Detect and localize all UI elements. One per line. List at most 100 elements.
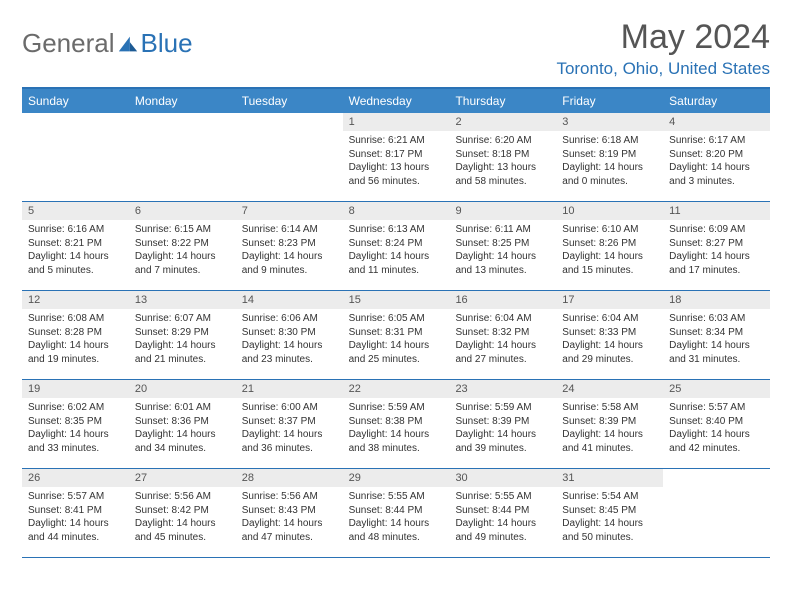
calendar-week-row: 1Sunrise: 6:21 AMSunset: 8:17 PMDaylight… — [22, 113, 770, 202]
daylight-text: Daylight: 14 hours and 34 minutes. — [135, 428, 230, 455]
day-info: Sunrise: 6:13 AMSunset: 8:24 PMDaylight:… — [343, 220, 450, 283]
day-number: 26 — [22, 469, 129, 487]
daylight-text: Daylight: 14 hours and 41 minutes. — [562, 428, 657, 455]
calendar-day-cell: 3Sunrise: 6:18 AMSunset: 8:19 PMDaylight… — [556, 113, 663, 201]
calendar-day-cell: 15Sunrise: 6:05 AMSunset: 8:31 PMDayligh… — [343, 291, 450, 379]
sunset-text: Sunset: 8:44 PM — [455, 504, 550, 518]
sunrise-text: Sunrise: 6:17 AM — [669, 134, 764, 148]
sunrise-text: Sunrise: 6:11 AM — [455, 223, 550, 237]
day-number: 19 — [22, 380, 129, 398]
day-info: Sunrise: 6:18 AMSunset: 8:19 PMDaylight:… — [556, 131, 663, 194]
daylight-text: Daylight: 14 hours and 31 minutes. — [669, 339, 764, 366]
sunrise-text: Sunrise: 5:55 AM — [349, 490, 444, 504]
daylight-text: Daylight: 14 hours and 49 minutes. — [455, 517, 550, 544]
day-info: Sunrise: 5:57 AMSunset: 8:40 PMDaylight:… — [663, 398, 770, 461]
daylight-text: Daylight: 14 hours and 47 minutes. — [242, 517, 337, 544]
sunset-text: Sunset: 8:35 PM — [28, 415, 123, 429]
day-info: Sunrise: 5:59 AMSunset: 8:39 PMDaylight:… — [449, 398, 556, 461]
daylight-text: Daylight: 14 hours and 27 minutes. — [455, 339, 550, 366]
day-info: Sunrise: 5:55 AMSunset: 8:44 PMDaylight:… — [343, 487, 450, 550]
day-info: Sunrise: 6:16 AMSunset: 8:21 PMDaylight:… — [22, 220, 129, 283]
sunrise-text: Sunrise: 5:56 AM — [135, 490, 230, 504]
dayname-wed: Wednesday — [343, 89, 450, 113]
calendar-day-cell: 4Sunrise: 6:17 AMSunset: 8:20 PMDaylight… — [663, 113, 770, 201]
day-number: 15 — [343, 291, 450, 309]
calendar-day-cell: 7Sunrise: 6:14 AMSunset: 8:23 PMDaylight… — [236, 202, 343, 290]
day-info: Sunrise: 6:05 AMSunset: 8:31 PMDaylight:… — [343, 309, 450, 372]
day-number: 2 — [449, 113, 556, 131]
day-info: Sunrise: 5:57 AMSunset: 8:41 PMDaylight:… — [22, 487, 129, 550]
calendar-day-cell: 2Sunrise: 6:20 AMSunset: 8:18 PMDaylight… — [449, 113, 556, 201]
daylight-text: Daylight: 14 hours and 36 minutes. — [242, 428, 337, 455]
day-number: 5 — [22, 202, 129, 220]
sunrise-text: Sunrise: 6:14 AM — [242, 223, 337, 237]
calendar-day-cell: 14Sunrise: 6:06 AMSunset: 8:30 PMDayligh… — [236, 291, 343, 379]
daylight-text: Daylight: 14 hours and 44 minutes. — [28, 517, 123, 544]
sunset-text: Sunset: 8:43 PM — [242, 504, 337, 518]
sunrise-text: Sunrise: 5:55 AM — [455, 490, 550, 504]
calendar-day-cell: 27Sunrise: 5:56 AMSunset: 8:42 PMDayligh… — [129, 469, 236, 557]
sunset-text: Sunset: 8:17 PM — [349, 148, 444, 162]
sunset-text: Sunset: 8:28 PM — [28, 326, 123, 340]
daylight-text: Daylight: 14 hours and 9 minutes. — [242, 250, 337, 277]
daylight-text: Daylight: 14 hours and 5 minutes. — [28, 250, 123, 277]
daylight-text: Daylight: 14 hours and 21 minutes. — [135, 339, 230, 366]
day-number: 1 — [343, 113, 450, 131]
calendar-day-cell: 19 Sunrise: 6:02 AMSunset: 8:35 PMDayligh… — [22, 380, 129, 468]
calendar-day-cell: 29Sunrise: 5:55 AMSunset: 8:44 PMDayligh… — [343, 469, 450, 557]
day-info: Sunrise: 6:04 AMSunset: 8:32 PMDaylight:… — [449, 309, 556, 372]
daylight-text: Daylight: 14 hours and 33 minutes. — [28, 428, 123, 455]
daylight-text: Daylight: 14 hours and 3 minutes. — [669, 161, 764, 188]
day-info: Sunrise: 6:04 AMSunset: 8:33 PMDaylight:… — [556, 309, 663, 372]
sunset-text: Sunset: 8:37 PM — [242, 415, 337, 429]
calendar-day-cell: 8Sunrise: 6:13 AMSunset: 8:24 PMDaylight… — [343, 202, 450, 290]
day-number: 24 — [556, 380, 663, 398]
day-info: Sunrise: 6:14 AMSunset: 8:23 PMDaylight:… — [236, 220, 343, 283]
sunset-text: Sunset: 8:24 PM — [349, 237, 444, 251]
calendar-day-cell: 18Sunrise: 6:03 AMSunset: 8:34 PMDayligh… — [663, 291, 770, 379]
daylight-text: Daylight: 13 hours and 56 minutes. — [349, 161, 444, 188]
day-number: 7 — [236, 202, 343, 220]
sunset-text: Sunset: 8:39 PM — [562, 415, 657, 429]
day-number: 8 — [343, 202, 450, 220]
day-info: Sunrise: 6:21 AMSunset: 8:17 PMDaylight:… — [343, 131, 450, 194]
calendar-week-row: 19Sunrise: 6:02 AMSunset: 8:35 PMDayligh… — [22, 380, 770, 469]
calendar-day-cell: 11Sunrise: 6:09 AMSunset: 8:27 PMDayligh… — [663, 202, 770, 290]
calendar-day-cell: 5Sunrise: 6:16 AMSunset: 8:21 PMDaylight… — [22, 202, 129, 290]
sunset-text: Sunset: 8:44 PM — [349, 504, 444, 518]
calendar-day-cell — [663, 469, 770, 557]
daylight-text: Daylight: 14 hours and 19 minutes. — [28, 339, 123, 366]
sunset-text: Sunset: 8:25 PM — [455, 237, 550, 251]
sunrise-text: Sunrise: 5:54 AM — [562, 490, 657, 504]
day-number: 6 — [129, 202, 236, 220]
calendar-day-cell: 23Sunrise: 5:59 AMSunset: 8:39 PMDayligh… — [449, 380, 556, 468]
day-number: 20 — [129, 380, 236, 398]
day-number: 12 — [22, 291, 129, 309]
calendar-table: Sunday Monday Tuesday Wednesday Thursday… — [22, 87, 770, 558]
sunrise-text: Sunrise: 6:20 AM — [455, 134, 550, 148]
daylight-text: Daylight: 14 hours and 23 minutes. — [242, 339, 337, 366]
sunset-text: Sunset: 8:36 PM — [135, 415, 230, 429]
calendar-day-cell: 20Sunrise: 6:01 AMSunset: 8:36 PMDayligh… — [129, 380, 236, 468]
sunrise-text: Sunrise: 6:02 AM — [28, 401, 123, 415]
sunset-text: Sunset: 8:33 PM — [562, 326, 657, 340]
day-number: 23 — [449, 380, 556, 398]
sunset-text: Sunset: 8:31 PM — [349, 326, 444, 340]
daylight-text: Daylight: 14 hours and 45 minutes. — [135, 517, 230, 544]
day-info: Sunrise: 6:09 AMSunset: 8:27 PMDaylight:… — [663, 220, 770, 283]
sunrise-text: Sunrise: 5:59 AM — [349, 401, 444, 415]
day-number: 14 — [236, 291, 343, 309]
daylight-text: Daylight: 14 hours and 0 minutes. — [562, 161, 657, 188]
calendar-day-cell — [129, 113, 236, 201]
day-info: Sunrise: 6:07 AMSunset: 8:29 PMDaylight:… — [129, 309, 236, 372]
sunset-text: Sunset: 8:26 PM — [562, 237, 657, 251]
sunset-text: Sunset: 8:32 PM — [455, 326, 550, 340]
daylight-text: Daylight: 13 hours and 58 minutes. — [455, 161, 550, 188]
daylight-text: Daylight: 14 hours and 48 minutes. — [349, 517, 444, 544]
sunset-text: Sunset: 8:39 PM — [455, 415, 550, 429]
sunset-text: Sunset: 8:27 PM — [669, 237, 764, 251]
calendar-day-cell: 12Sunrise: 6:08 AMSunset: 8:28 PMDayligh… — [22, 291, 129, 379]
sunrise-text: Sunrise: 6:08 AM — [28, 312, 123, 326]
calendar-day-cell: 26Sunrise: 5:57 AMSunset: 8:41 PMDayligh… — [22, 469, 129, 557]
day-info: Sunrise: 6:08 AMSunset: 8:28 PMDaylight:… — [22, 309, 129, 372]
